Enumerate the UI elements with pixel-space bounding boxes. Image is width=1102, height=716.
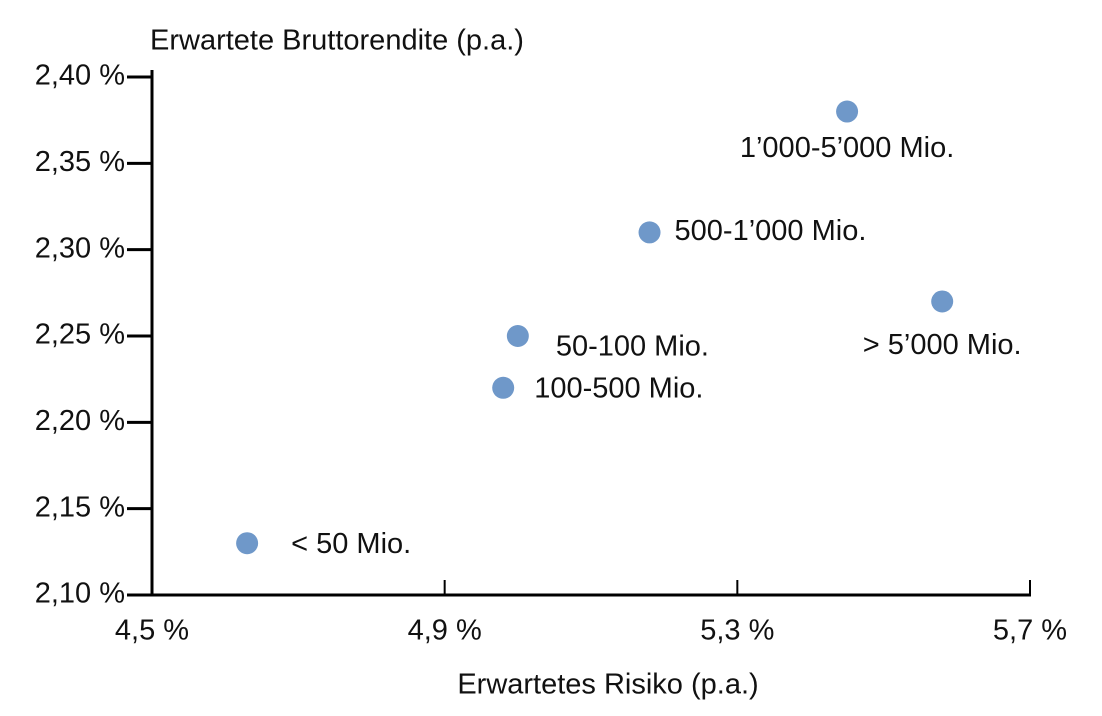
point <box>931 290 954 313</box>
point-label: > 5’000 Mio. <box>863 329 1022 361</box>
point <box>638 221 661 244</box>
point-label: < 50 Mio. <box>291 528 411 560</box>
point-label: 100-500 Mio. <box>534 372 703 404</box>
x-tick-label: 4,5 % <box>115 615 189 647</box>
x-tick-label: 5,3 % <box>700 615 774 647</box>
y-tick-label: 2,20 % <box>35 405 125 437</box>
y-tick-label: 2,40 % <box>35 60 125 92</box>
y-tick-label: 2,25 % <box>35 319 125 351</box>
point-label: 500-1’000 Mio. <box>675 215 867 247</box>
point <box>492 376 515 399</box>
x-tick-label: 4,9 % <box>408 615 482 647</box>
point <box>836 100 859 123</box>
y-tick-label: 2,30 % <box>35 232 125 264</box>
point <box>506 325 529 347</box>
point <box>236 532 259 555</box>
y-axis-title: Erwartete Bruttorendite (p.a.) <box>150 25 524 57</box>
y-tick-label: 2,10 % <box>35 578 125 610</box>
x-tick-label: 5,7 % <box>993 615 1067 647</box>
point-label: 1’000-5’000 Mio. <box>740 132 954 164</box>
y-tick-label: 2,15 % <box>35 491 125 523</box>
x-axis-title: Erwartetes Risiko (p.a.) <box>457 669 758 701</box>
point-label: 50-100 Mio. <box>556 331 709 363</box>
y-tick-label: 2,35 % <box>35 146 125 178</box>
